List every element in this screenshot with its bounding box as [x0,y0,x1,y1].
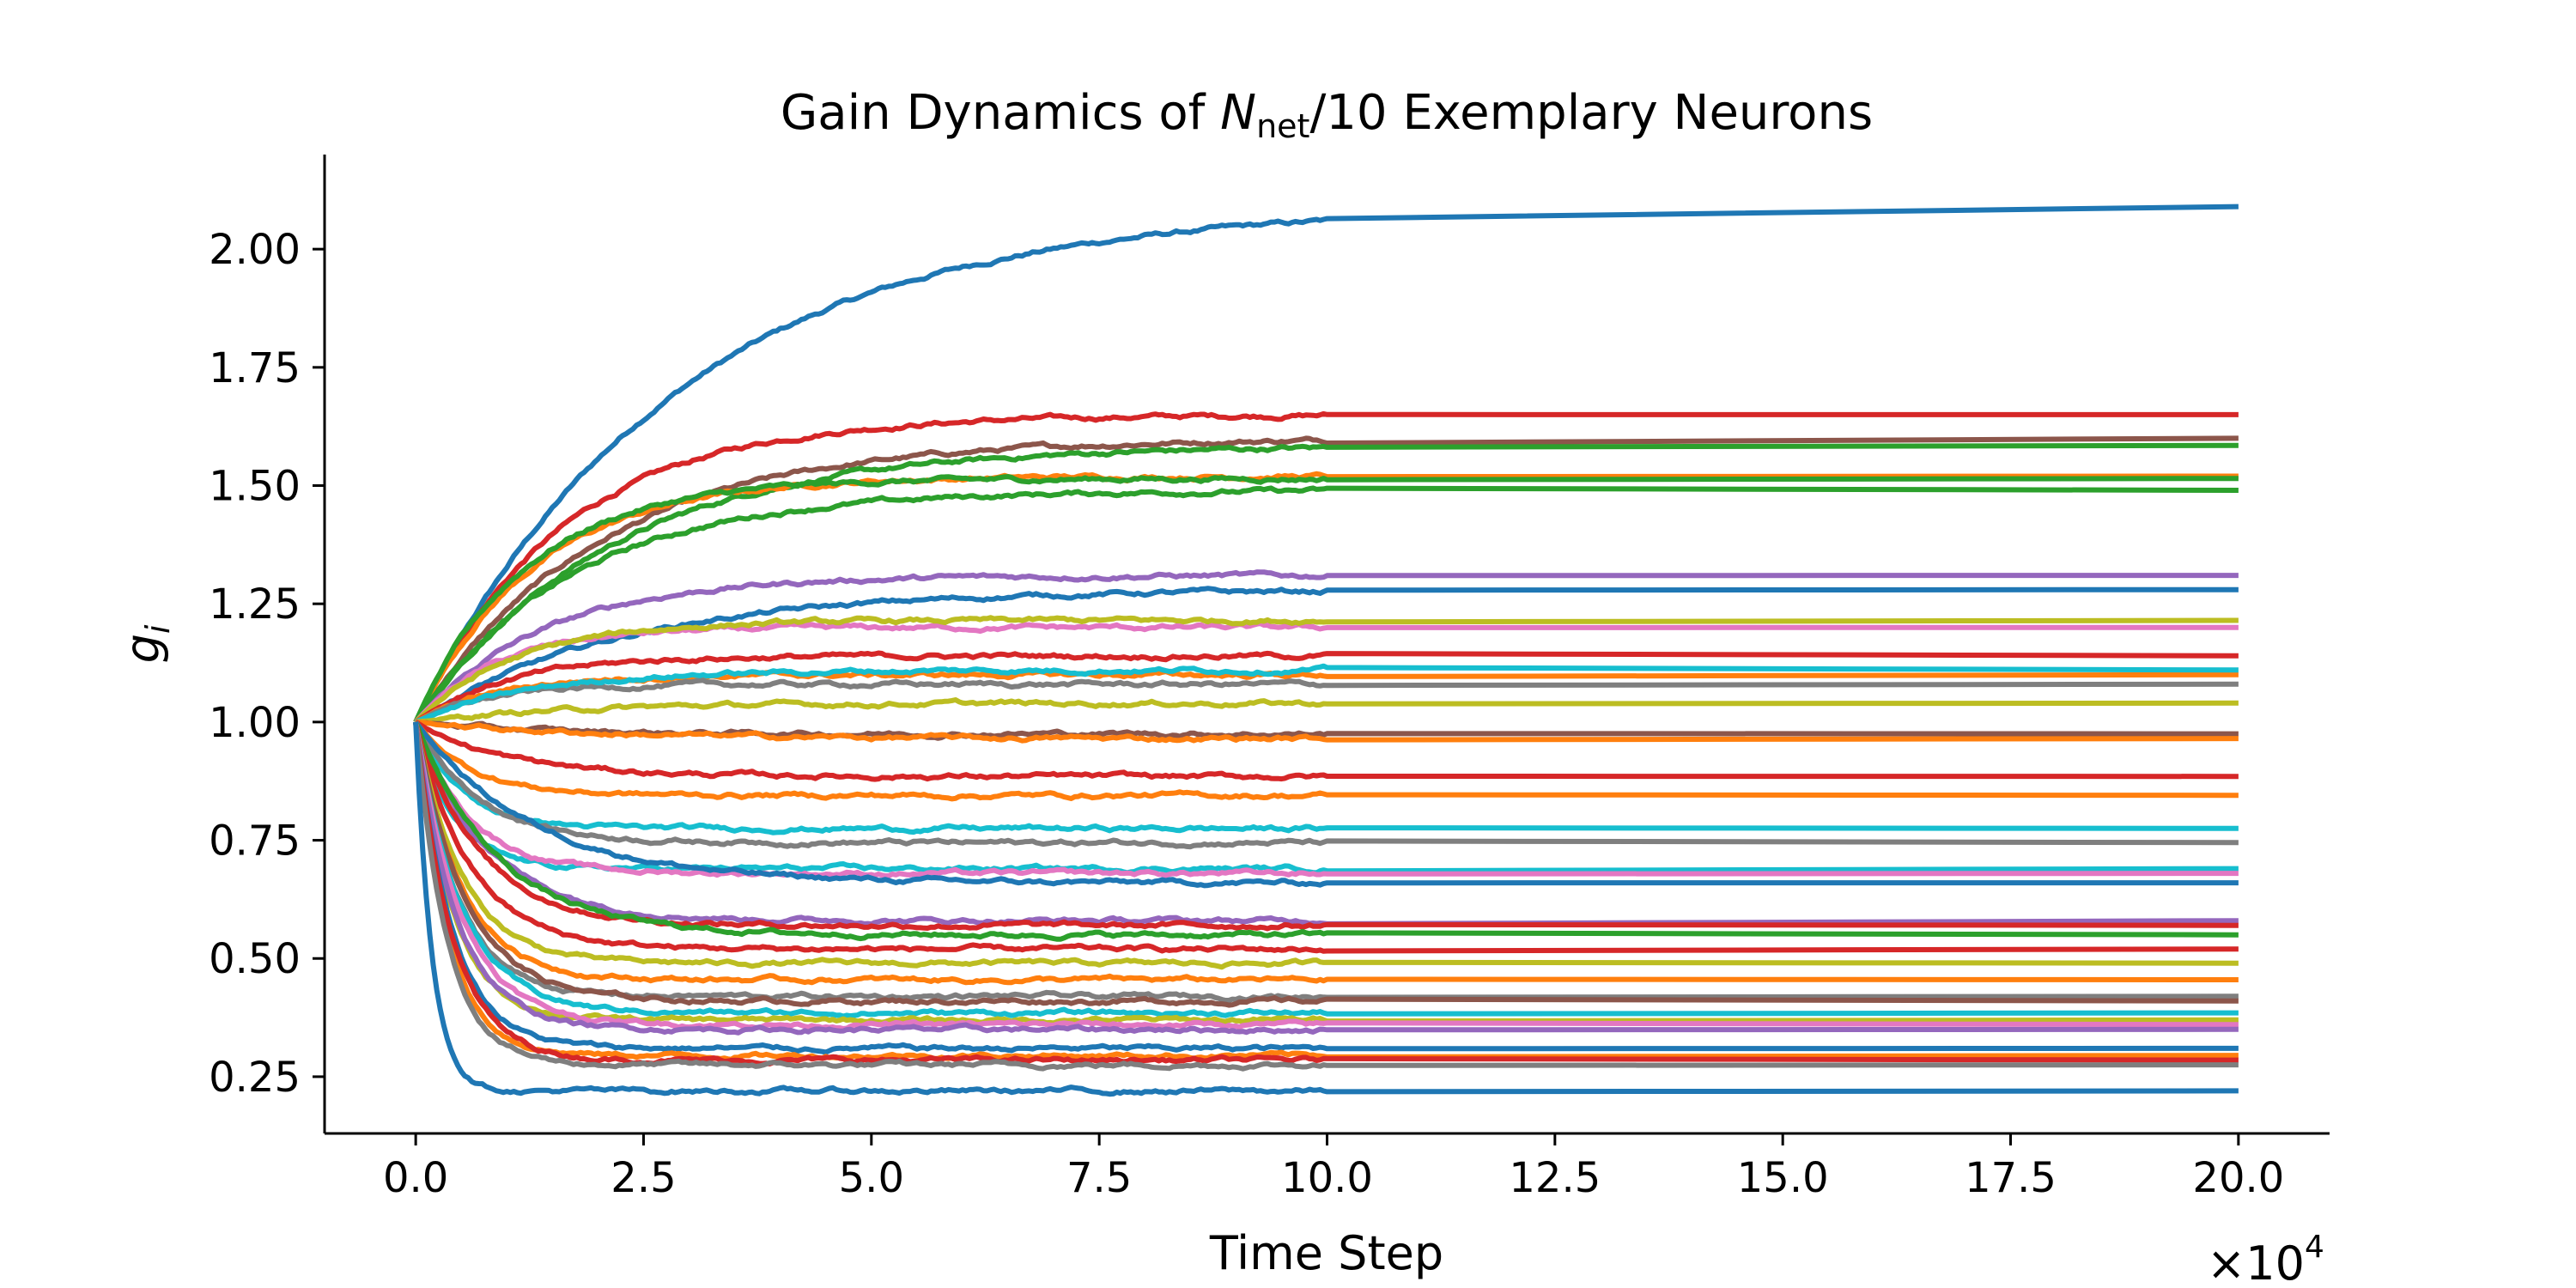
y-tick-label: 2.00 [209,226,301,274]
x-tick-label: 17.5 [1965,1154,2057,1202]
x-axis-multiplier: ×104 [2207,1230,2324,1288]
series-line-36 [413,721,2239,1031]
series-line-25 [413,720,2239,889]
series-line-16 [415,697,2239,725]
series-line-3 [413,435,2239,724]
series-line-18 [415,719,2239,744]
series-line-2 [413,410,2239,724]
chart-title-suffix: /10 Exemplary Neurons [1309,85,1873,141]
series-line-37 [413,721,2239,1036]
series-line-28 [413,720,2239,942]
series-line-29 [413,721,2239,954]
series-line-11 [413,615,2239,725]
series-line-35 [413,721,2239,1026]
y-tick-label: 1.50 [209,463,301,511]
series-line-6 [413,474,2239,724]
chart-title: Gain Dynamics of Nnet/10 Exemplary Neuro… [781,85,1873,145]
series-line-1 [413,204,2239,724]
y-axis-label-symbol: g [116,634,170,663]
x-tick-label: 20.0 [2192,1154,2284,1202]
x-tick-label: 2.5 [611,1154,676,1202]
y-tick-label: 1.00 [209,699,301,747]
series-line-42 [413,721,2239,1097]
y-tick-label: 0.25 [209,1054,301,1102]
series-line-12 [414,650,2239,725]
series-line-32 [413,721,2239,1003]
series-line-20 [413,720,2239,802]
series-line-4 [413,442,2239,724]
x-axis-multiplier-base: ×10 [2207,1236,2305,1288]
y-ticks: 0.25 0.50 0.75 1.00 1.25 1.50 1.75 2.00 [209,226,325,1102]
x-tick-label: 0.0 [383,1154,448,1202]
series-line-30 [413,721,2239,970]
y-tick-label: 0.75 [209,817,301,866]
x-tick-label: 15.0 [1737,1154,1829,1202]
chart-title-subscript: net [1256,107,1309,145]
series-line-34 [413,721,2239,1019]
x-ticks: 0.0 2.5 5.0 7.5 10.0 12.5 15.0 17.5 20.0 [383,1133,2284,1202]
x-axis-multiplier-exponent: 4 [2305,1230,2324,1265]
chart-title-prefix: Gain Dynamics of [781,85,1220,141]
chart-title-symbol: N [1220,85,1256,141]
series-line-31 [413,721,2239,986]
series-line-17 [415,719,2239,741]
series-line-41 [413,721,2239,1072]
series-line-38 [413,721,2239,1055]
series-line-39 [413,721,2239,1062]
x-tick-label: 7.5 [1066,1154,1132,1202]
series-line-26 [413,720,2239,927]
y-axis-label-subscript: i [139,624,177,634]
series-line-33 [413,721,2239,1008]
series-line-27 [413,720,2239,932]
y-axis-label: gi [116,624,177,663]
series-line-21 [413,720,2239,835]
series-line-13 [414,669,2239,725]
series-line-15 [414,663,2239,725]
y-tick-label: 1.75 [209,344,301,392]
series-line-22 [413,720,2239,850]
x-tick-label: 10.0 [1281,1154,1373,1202]
plot-area [413,204,2239,1097]
x-tick-label: 12.5 [1509,1154,1601,1202]
series-line-40 [413,721,2239,1066]
series-line-7 [413,485,2239,724]
series-line-8 [413,569,2239,724]
y-tick-label: 0.50 [209,935,301,983]
series-line-9 [414,586,2239,725]
x-axis-label: Time Step [1209,1226,1443,1280]
x-tick-label: 5.0 [839,1154,904,1202]
series-line-19 [414,720,2239,782]
series-line-14 [414,677,2239,725]
series-line-24 [413,720,2239,879]
y-tick-label: 1.25 [209,580,301,629]
